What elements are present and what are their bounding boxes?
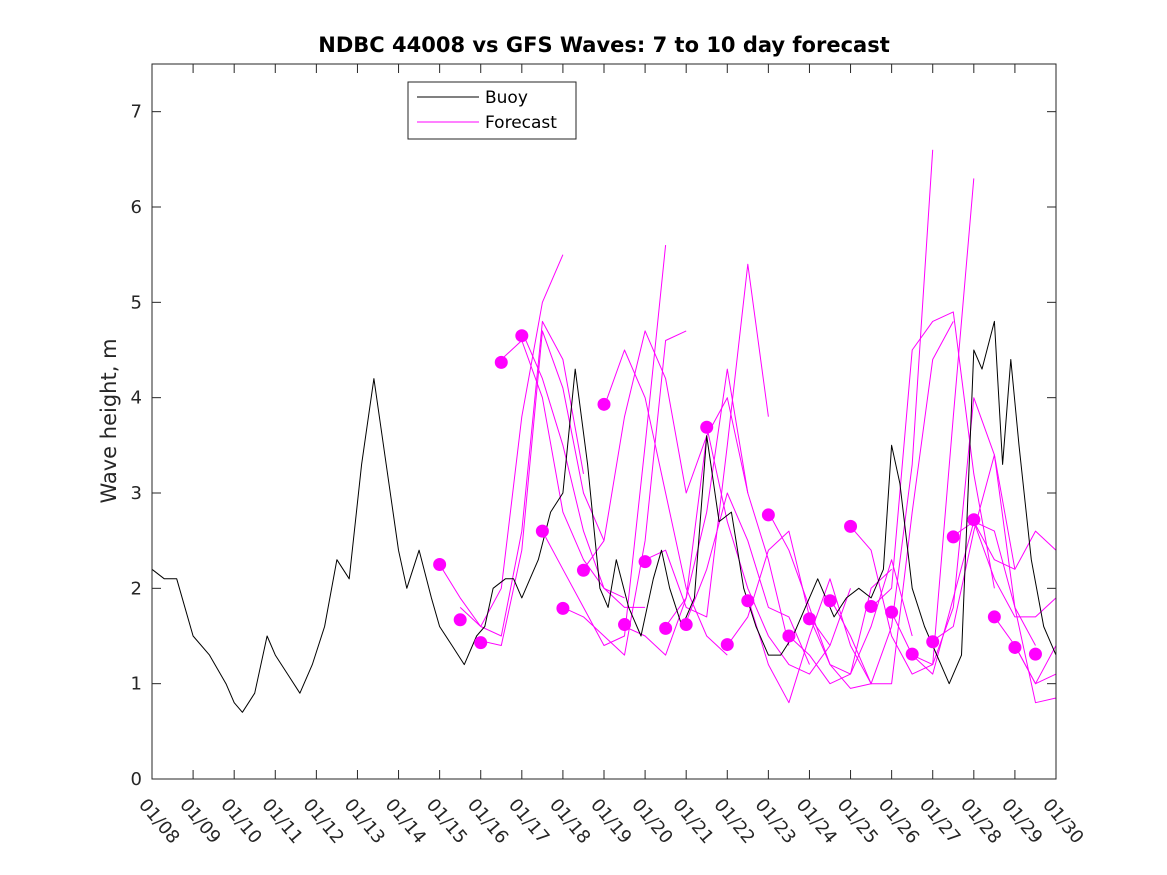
forecast-marker [782,629,796,643]
forecast-series-line [829,321,954,685]
legend-buoy-label: Buoy [485,88,528,108]
forecast-series-line [603,349,728,656]
forecast-marker [618,618,632,632]
forecast-marker [761,508,775,522]
forecast-series-line [644,263,769,618]
forecast-marker [679,618,693,632]
y-tick-label: 6 [131,197,142,218]
forecast-markers [433,329,1042,661]
forecast-series-line [521,330,646,608]
forecast-marker [474,636,488,650]
forecast-series-line [973,521,1057,570]
forecast-series-line [788,559,913,685]
forecast-marker [802,612,816,626]
plot-area: 01/0801/0901/1001/1101/1201/1301/1401/15… [131,63,1088,848]
forecast-lines [439,149,1057,704]
forecast-marker [967,513,981,527]
forecast-marker [823,594,837,608]
forecast-series-line [583,330,708,570]
forecast-series-line [932,454,1057,704]
y-tick-label: 0 [131,769,142,790]
forecast-marker [638,555,652,569]
forecast-series-line [870,311,995,608]
forecast-marker [864,599,878,613]
forecast-series-line [665,368,790,646]
forecast-marker [535,524,549,538]
forecast-marker [1028,647,1042,661]
forecast-series-line [480,330,605,646]
forecast-series-line [459,320,584,637]
forecast-marker [576,563,590,577]
forecast-series-line [685,492,810,665]
forecast-marker [720,638,734,652]
forecast-marker [453,613,467,627]
legend-box [407,81,577,140]
plot-frame [151,63,1057,780]
legend: Buoy Forecast [407,81,577,140]
forecast-marker [700,420,714,434]
forecast-series-line [747,578,872,704]
y-tick-label: 3 [131,483,142,504]
forecast-marker [905,647,919,661]
forecast-marker [926,635,940,649]
forecast-marker [494,355,508,369]
forecast-series-line [1014,645,1057,685]
forecast-marker [885,605,899,619]
forecast-marker [659,621,673,635]
forecast-series-line [726,530,851,646]
forecast-marker [1008,640,1022,654]
forecast-marker [556,601,570,615]
buoy-line-group [151,320,1057,713]
legend-forecast-label: Forecast [485,113,557,133]
y-axis-label: Wave height, m [97,338,121,503]
y-tick-label: 5 [131,292,142,313]
buoy-line [151,320,1057,713]
plot-background [152,64,1056,779]
forecast-series-line [562,330,687,656]
forecast-series-line [439,254,564,627]
y-tick-label: 4 [131,388,142,409]
forecast-series-line [850,178,975,675]
forecast-marker [433,558,447,571]
forecast-marker [515,329,529,343]
chart-title: NDBC 44008 vs GFS Waves: 7 to 10 day for… [318,33,889,57]
forecast-marker [987,610,1001,624]
forecast-series-line [541,245,667,646]
axis-ticks [151,64,1057,780]
forecast-marker [597,397,611,411]
forecast-series-line [706,426,831,675]
y-tick-label: 2 [131,578,142,599]
y-tick-label: 1 [131,674,142,695]
forecast-marker [844,519,858,533]
y-tick-label: 7 [131,102,142,123]
forecast-marker [741,594,755,608]
forecast-marker [946,530,960,544]
